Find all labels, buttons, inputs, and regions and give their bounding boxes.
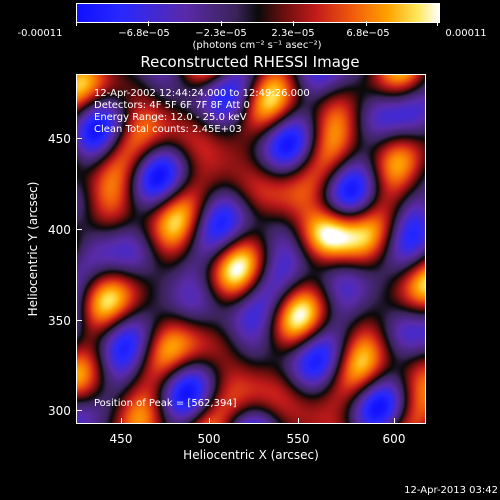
x-tick-label: 600	[382, 432, 406, 446]
peak-position-label: Position of Peak = [562,394]	[94, 398, 237, 409]
x-axis-label: Heliocentric X (arcsec)	[183, 448, 319, 462]
y-tick	[76, 229, 82, 230]
y-tick	[76, 320, 82, 321]
colorbar-label: −2.3e−05	[195, 28, 247, 39]
colorbar-tick	[366, 21, 367, 26]
colorbar-tick	[437, 21, 438, 26]
y-tick	[76, 410, 82, 411]
image-plot: 12-Apr-2002 12:44:24.000 to 12:49:26.000…	[76, 74, 426, 424]
colorbar-label: 6.8e−05	[346, 28, 390, 39]
colorbar	[76, 3, 440, 23]
colorbar-label: 2.3e−05	[271, 28, 315, 39]
y-tick-label: 350	[48, 314, 71, 328]
colorbar-tick	[148, 21, 149, 26]
heatmap-image	[77, 75, 425, 423]
y-tick-label: 300	[48, 404, 71, 418]
y-tick-label: 450	[48, 132, 71, 146]
colorbar-units: (photons cm⁻² s⁻¹ asec⁻²)	[192, 40, 322, 51]
info-line-energy: Energy Range: 12.0 - 25.0 keV	[94, 112, 247, 123]
x-tick	[298, 418, 299, 424]
plot-title: Reconstructed RHESSI Image	[140, 53, 360, 71]
x-tick-label: 550	[286, 432, 310, 446]
info-line-detectors: Detectors: 4F 5F 6F 7F 8F Att 0	[94, 100, 250, 111]
x-tick	[209, 418, 210, 424]
footer-timestamp: 12-Apr-2013 03:42	[404, 485, 498, 496]
colorbar-label: −6.8e−05	[118, 28, 170, 39]
y-tick-label: 400	[48, 223, 71, 237]
x-tick	[394, 418, 395, 424]
x-tick-label: 500	[197, 432, 221, 446]
colorbar-tick	[293, 21, 294, 26]
colorbar-tick	[221, 21, 222, 26]
info-line-counts: Clean Total counts: 2.45E+03	[94, 124, 242, 135]
x-tick-label: 450	[109, 432, 133, 446]
colorbar-tick	[76, 21, 77, 26]
x-tick	[121, 418, 122, 424]
colorbar-label: -0.00011	[17, 28, 63, 39]
y-tick	[76, 138, 82, 139]
colorbar-label: 0.00011	[445, 28, 487, 39]
y-axis-label: Heliocentric Y (arcsec)	[26, 181, 40, 317]
info-line-time: 12-Apr-2002 12:44:24.000 to 12:49:26.000	[94, 88, 310, 99]
